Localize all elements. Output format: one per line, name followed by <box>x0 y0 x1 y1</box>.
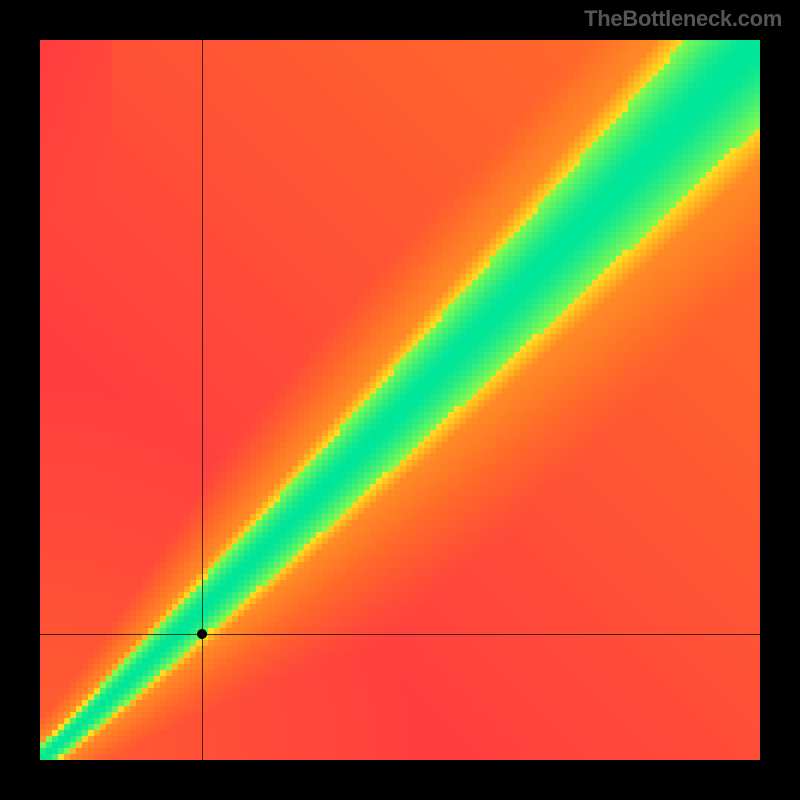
crosshair-vertical <box>202 40 203 760</box>
heatmap-canvas <box>40 40 760 760</box>
chart-frame: TheBottleneck.com <box>0 0 800 800</box>
heatmap-plot <box>40 40 760 760</box>
crosshair-marker <box>197 629 207 639</box>
watermark-text: TheBottleneck.com <box>584 6 782 32</box>
crosshair-horizontal <box>40 634 760 635</box>
